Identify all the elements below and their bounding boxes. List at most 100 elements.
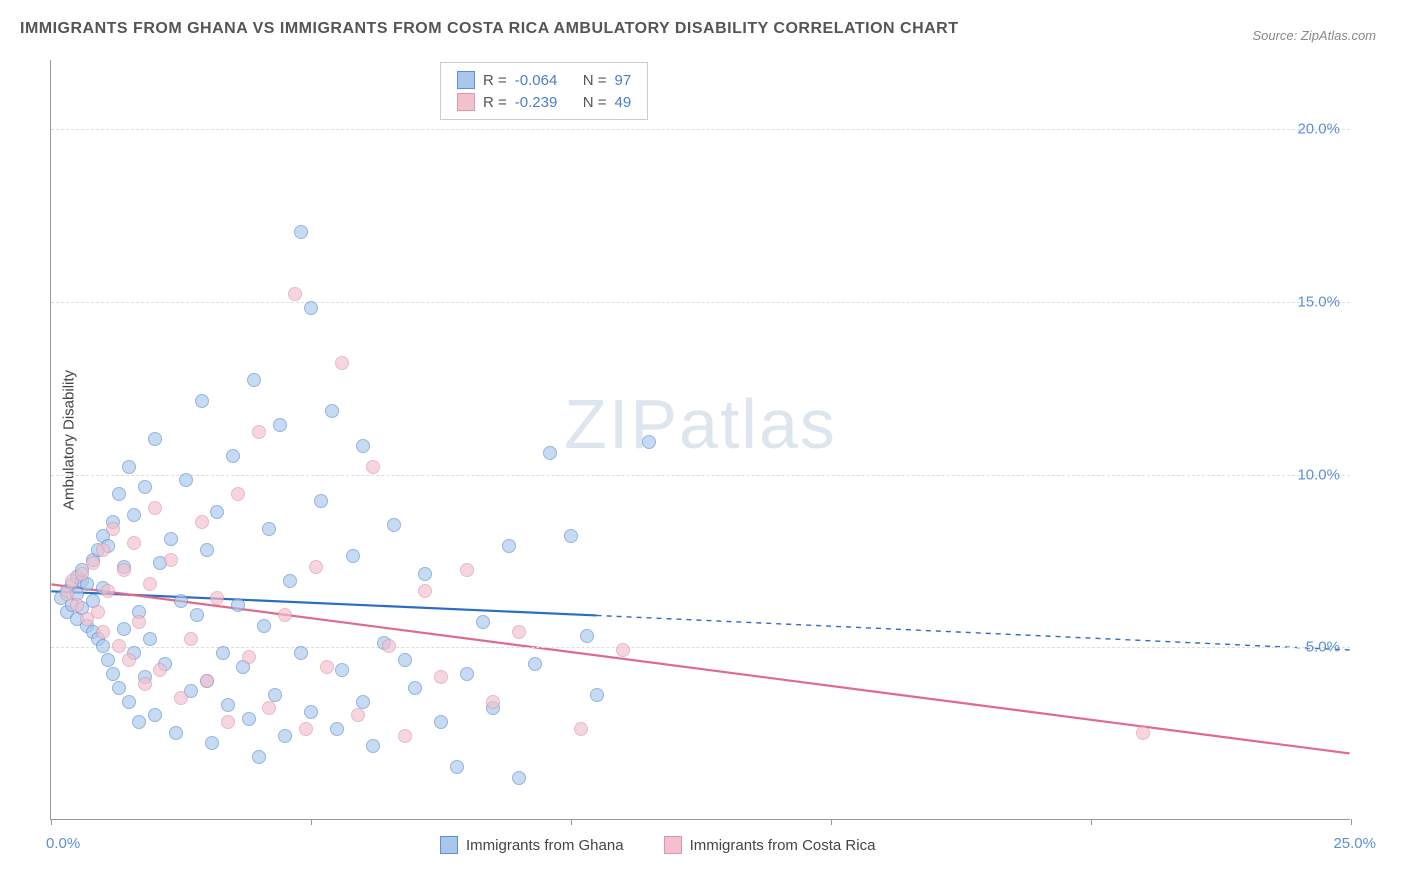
data-point-ghana — [304, 705, 318, 719]
legend-series-label: Immigrants from Costa Rica — [690, 837, 876, 854]
data-point-ghana — [200, 543, 214, 557]
data-point-ghana — [304, 301, 318, 315]
legend-swatch — [457, 93, 475, 111]
data-point-costarica — [616, 643, 630, 657]
x-tick — [51, 819, 52, 825]
data-point-costarica — [1136, 726, 1150, 740]
legend-series: Immigrants from Ghana Immigrants from Cos… — [440, 836, 875, 854]
data-point-ghana — [112, 681, 126, 695]
data-point-ghana — [502, 539, 516, 553]
r-label: R = — [483, 94, 507, 111]
data-point-costarica — [153, 663, 167, 677]
data-point-ghana — [210, 505, 224, 519]
x-tick — [311, 819, 312, 825]
x-tick — [1091, 819, 1092, 825]
data-point-costarica — [398, 729, 412, 743]
n-value: 49 — [615, 94, 632, 111]
data-point-ghana — [164, 532, 178, 546]
data-point-costarica — [143, 577, 157, 591]
data-point-ghana — [174, 594, 188, 608]
data-point-ghana — [221, 698, 235, 712]
r-value: -0.239 — [515, 94, 575, 111]
data-point-ghana — [122, 695, 136, 709]
data-point-costarica — [75, 567, 89, 581]
data-point-costarica — [106, 522, 120, 536]
data-point-ghana — [96, 639, 110, 653]
legend-stat-row: R =-0.064N =97 — [457, 69, 631, 91]
data-point-ghana — [476, 615, 490, 629]
data-point-costarica — [278, 608, 292, 622]
legend-swatch — [664, 836, 682, 854]
data-point-costarica — [242, 650, 256, 664]
data-point-ghana — [356, 439, 370, 453]
gridline — [51, 647, 1350, 648]
x-max-label: 25.0% — [1333, 835, 1376, 852]
data-point-costarica — [184, 632, 198, 646]
data-point-costarica — [299, 722, 313, 736]
data-point-ghana — [294, 646, 308, 660]
n-label: N = — [583, 94, 607, 111]
data-point-ghana — [122, 460, 136, 474]
data-point-costarica — [434, 670, 448, 684]
data-point-ghana — [283, 574, 297, 588]
x-origin-label: 0.0% — [46, 835, 80, 852]
x-tick — [571, 819, 572, 825]
data-point-costarica — [486, 695, 500, 709]
data-point-ghana — [294, 225, 308, 239]
data-point-ghana — [247, 373, 261, 387]
data-point-costarica — [127, 536, 141, 550]
data-point-costarica — [288, 287, 302, 301]
data-point-ghana — [262, 522, 276, 536]
data-point-ghana — [398, 653, 412, 667]
data-point-ghana — [330, 722, 344, 736]
data-point-ghana — [138, 480, 152, 494]
data-point-ghana — [257, 619, 271, 633]
legend-series-label: Immigrants from Ghana — [466, 837, 624, 854]
data-point-ghana — [460, 667, 474, 681]
data-point-costarica — [366, 460, 380, 474]
data-point-costarica — [418, 584, 432, 598]
x-tick — [831, 819, 832, 825]
y-axis-title: Ambulatory Disability — [61, 369, 78, 509]
data-point-costarica — [101, 584, 115, 598]
data-point-ghana — [106, 667, 120, 681]
data-point-ghana — [590, 688, 604, 702]
plot-area: ZIPatlas Ambulatory Disability 5.0%10.0%… — [50, 60, 1350, 820]
data-point-costarica — [262, 701, 276, 715]
data-point-ghana — [325, 404, 339, 418]
data-point-costarica — [382, 639, 396, 653]
r-label: R = — [483, 72, 507, 89]
legend-series-item: Immigrants from Costa Rica — [664, 836, 876, 854]
legend-series-item: Immigrants from Ghana — [440, 836, 624, 854]
data-point-ghana — [580, 629, 594, 643]
legend-stat-row: R = -0.239 N = 49 — [457, 91, 631, 113]
data-point-ghana — [346, 549, 360, 563]
data-point-ghana — [418, 567, 432, 581]
data-point-costarica — [164, 553, 178, 567]
data-point-ghana — [642, 435, 656, 449]
data-point-ghana — [512, 771, 526, 785]
data-point-costarica — [91, 605, 105, 619]
data-point-costarica — [122, 653, 136, 667]
y-tick-label: 15.0% — [1297, 293, 1340, 310]
data-point-ghana — [148, 432, 162, 446]
data-point-ghana — [226, 449, 240, 463]
data-point-ghana — [278, 729, 292, 743]
data-point-ghana — [564, 529, 578, 543]
data-point-ghana — [408, 681, 422, 695]
data-point-costarica — [70, 598, 84, 612]
data-point-costarica — [309, 560, 323, 574]
data-point-costarica — [351, 708, 365, 722]
data-point-costarica — [96, 625, 110, 639]
data-point-ghana — [132, 715, 146, 729]
y-tick-label: 10.0% — [1297, 466, 1340, 483]
data-point-costarica — [174, 691, 188, 705]
data-point-costarica — [221, 715, 235, 729]
data-point-ghana — [273, 418, 287, 432]
gridline — [51, 129, 1350, 130]
data-point-ghana — [231, 598, 245, 612]
data-point-costarica — [460, 563, 474, 577]
y-tick-label: 5.0% — [1306, 639, 1340, 656]
data-point-ghana — [127, 508, 141, 522]
source-label: Source: ZipAtlas.com — [1252, 28, 1376, 43]
